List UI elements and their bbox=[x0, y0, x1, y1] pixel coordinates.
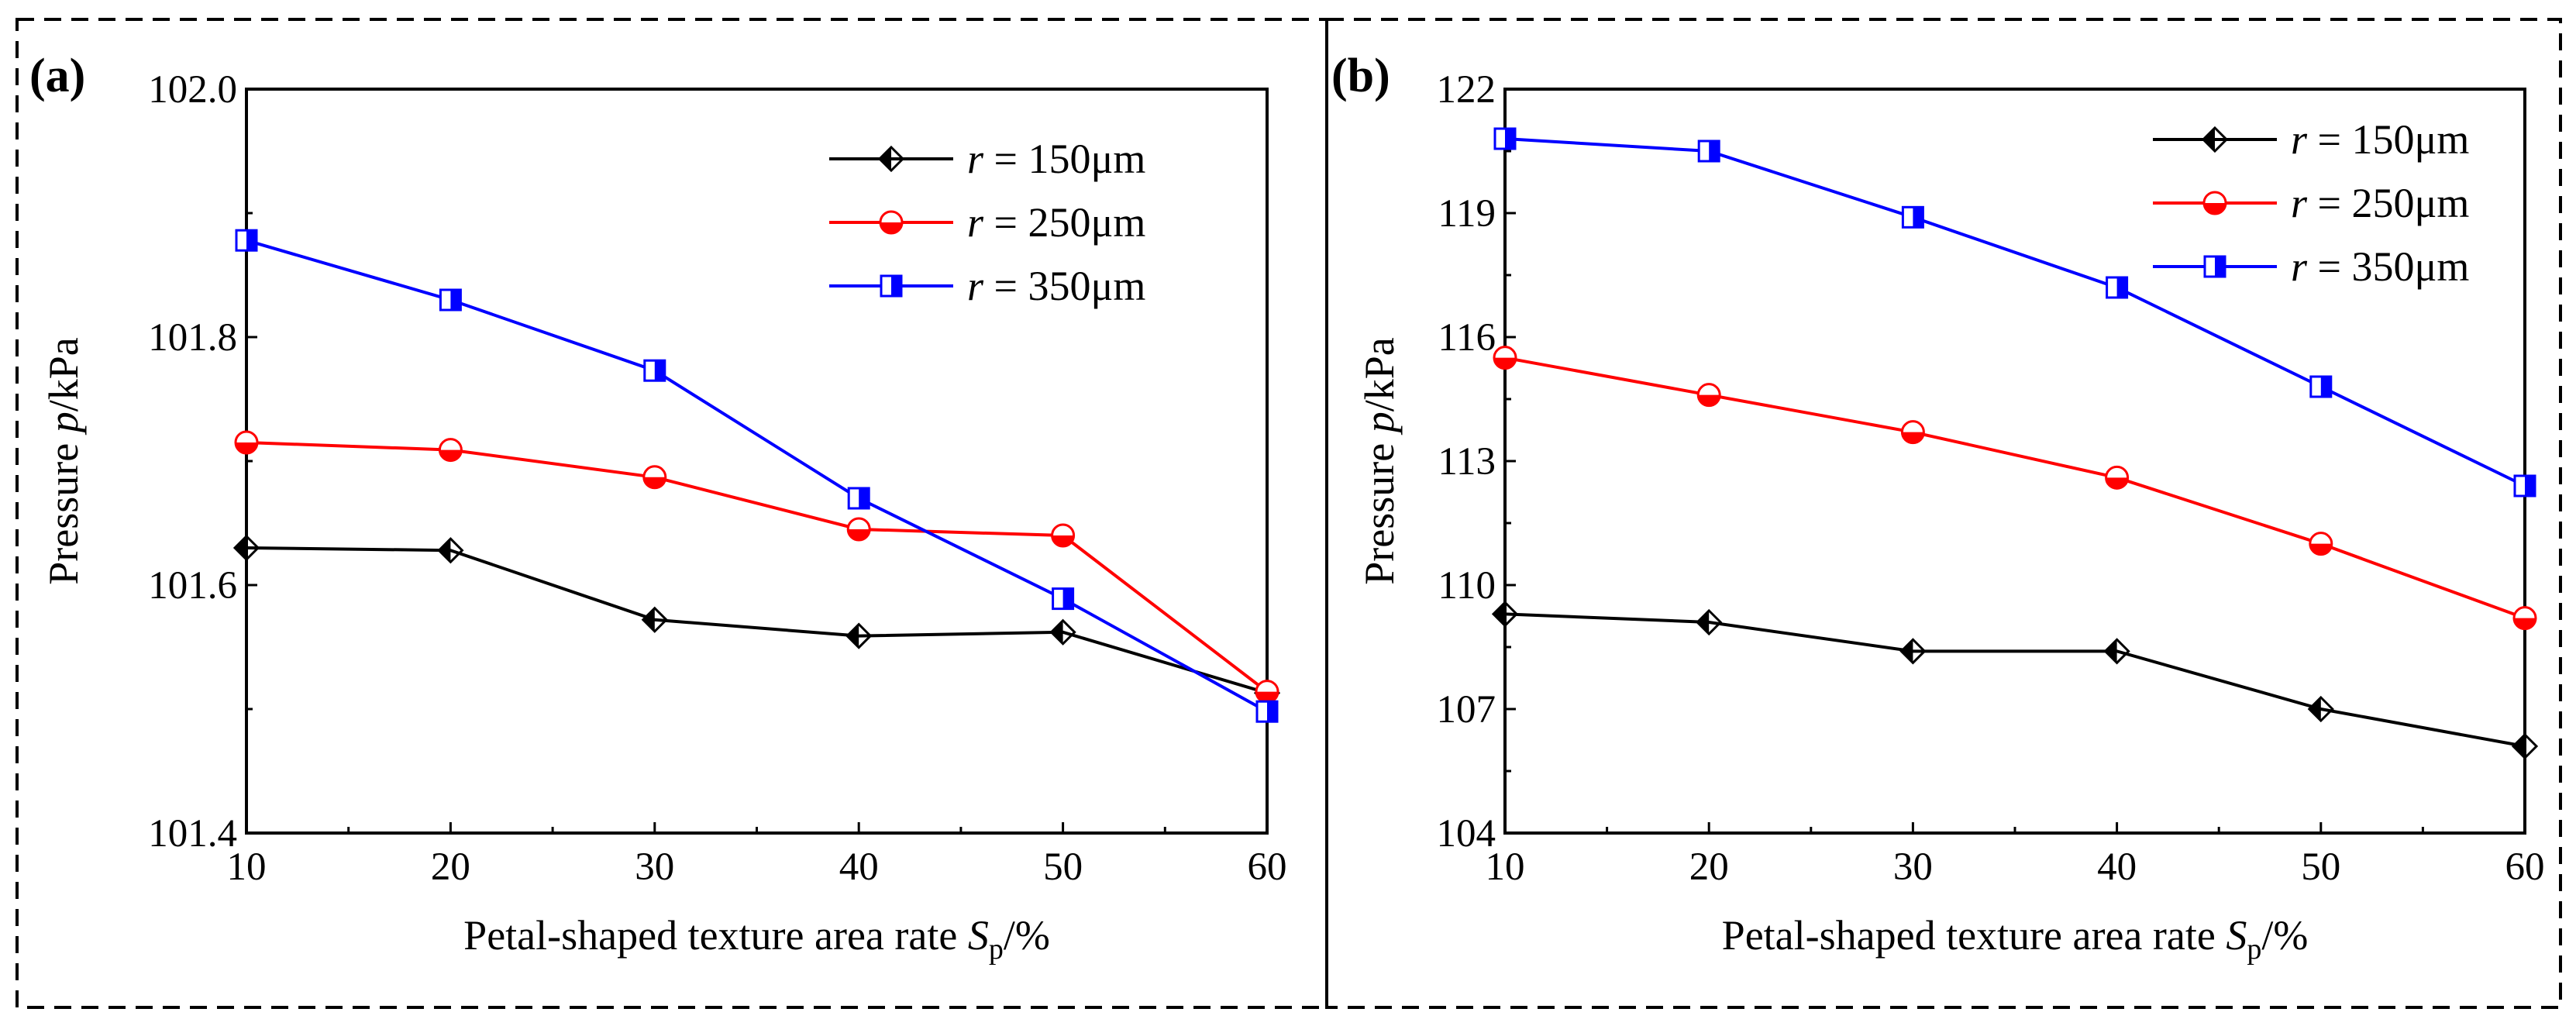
data-point bbox=[1901, 205, 1924, 229]
data-point bbox=[643, 359, 666, 382]
y-tick-label: 116 bbox=[1438, 316, 1496, 360]
legend-label: r = 350μm bbox=[967, 263, 1145, 309]
data-point bbox=[1696, 608, 1723, 636]
y-tick-label: 101.4 bbox=[148, 812, 237, 856]
series-line bbox=[246, 239, 1268, 713]
x-tick-label: 10 bbox=[227, 845, 267, 889]
legend-marker bbox=[2203, 255, 2226, 278]
data-point bbox=[2512, 606, 2537, 631]
legend-entry: r = 250μm bbox=[2153, 180, 2469, 226]
data-point bbox=[1255, 680, 1279, 704]
data-point bbox=[1255, 700, 1279, 723]
data-point bbox=[2105, 465, 2130, 490]
data-point bbox=[845, 622, 873, 649]
chart-panel-a: (a) 10 20 30 40 50 60 101.4 101.6 101.8 102.0 Petal… bbox=[29, 50, 1287, 966]
data-point bbox=[1051, 523, 1076, 548]
data-point bbox=[642, 465, 667, 490]
data-point bbox=[232, 534, 260, 562]
series-line bbox=[1504, 137, 2526, 487]
data-point bbox=[1491, 601, 1519, 628]
data-point bbox=[439, 288, 462, 312]
x-tick-label: 30 bbox=[635, 845, 674, 889]
series-line bbox=[1504, 612, 2526, 748]
data-point bbox=[235, 229, 258, 252]
y-tick-label: 122 bbox=[1437, 68, 1496, 112]
legend-marker bbox=[2202, 191, 2227, 215]
x-tick-label: 30 bbox=[1893, 845, 1933, 889]
legend-marker bbox=[879, 210, 904, 235]
legend-entry: r = 350μm bbox=[2153, 243, 2469, 290]
series-3 bbox=[1493, 127, 2536, 498]
data-point bbox=[1493, 127, 1517, 150]
data-point bbox=[2513, 474, 2536, 498]
x-axis-label: Petal-shaped texture area rate Sp/% bbox=[463, 912, 1050, 966]
x-axis-label: Petal-shaped texture area rate Sp/% bbox=[1722, 912, 2309, 966]
chart-panel-b: (b) 10 20 30 40 50 60 104 107 110 113 116 119 122 Peta… bbox=[1331, 50, 2545, 966]
y-tick-label: 107 bbox=[1437, 688, 1496, 732]
legend-entry: r = 150μm bbox=[829, 136, 1145, 182]
y-tick-label: 119 bbox=[1438, 192, 1496, 236]
x-tick-label: 60 bbox=[1248, 845, 1287, 889]
data-point bbox=[1900, 420, 1925, 445]
y-axis-label: Pressure p/kPa bbox=[40, 337, 87, 585]
data-point bbox=[234, 430, 259, 455]
legend-label: r = 250μm bbox=[2291, 180, 2469, 226]
data-point bbox=[2106, 276, 2129, 299]
data-point bbox=[2309, 375, 2333, 398]
legend-label: r = 350μm bbox=[2291, 243, 2469, 290]
data-point bbox=[1049, 618, 1076, 646]
legend-label: r = 250μm bbox=[967, 199, 1145, 246]
legend-entry: r = 250μm bbox=[829, 199, 1145, 246]
legend-marker bbox=[880, 274, 903, 298]
series-line bbox=[1504, 356, 2526, 620]
x-tick-label: 20 bbox=[431, 845, 470, 889]
x-tick-label: 40 bbox=[839, 845, 879, 889]
data-point bbox=[846, 517, 871, 542]
x-tick-label: 40 bbox=[2097, 845, 2137, 889]
y-tick-label: 102.0 bbox=[148, 68, 237, 112]
series-3 bbox=[235, 229, 1279, 723]
legend-marker bbox=[2201, 126, 2229, 153]
data-point bbox=[438, 438, 463, 463]
legend-entry: r = 350μm bbox=[829, 263, 1145, 309]
series-line bbox=[246, 441, 1269, 694]
x-tick-label: 50 bbox=[2301, 845, 2340, 889]
y-tick-label: 101.6 bbox=[148, 564, 237, 608]
y-tick-label: 110 bbox=[1438, 564, 1496, 608]
y-tick-label: 113 bbox=[1438, 440, 1496, 484]
x-tick-label: 10 bbox=[1486, 845, 1525, 889]
data-point bbox=[2103, 638, 2130, 665]
series-1 bbox=[1491, 601, 2539, 760]
panel-b-frame bbox=[1325, 18, 2562, 1009]
data-point bbox=[1052, 587, 1075, 611]
legend-marker bbox=[877, 145, 905, 173]
data-point bbox=[1696, 383, 1721, 408]
data-point bbox=[1697, 139, 1720, 163]
data-point bbox=[2309, 532, 2333, 556]
series-1 bbox=[232, 534, 1281, 707]
panel-label: (b) bbox=[1331, 50, 1390, 102]
series-2 bbox=[1493, 346, 2537, 631]
data-point bbox=[437, 537, 464, 564]
series-line bbox=[246, 546, 1268, 695]
x-tick-label: 60 bbox=[2505, 845, 2545, 889]
data-point bbox=[847, 487, 870, 510]
data-point bbox=[2511, 732, 2539, 760]
panel-label: (a) bbox=[29, 50, 85, 102]
x-tick-label: 20 bbox=[1689, 845, 1729, 889]
y-tick-label: 101.8 bbox=[148, 316, 237, 360]
legend-label: r = 150μm bbox=[2291, 116, 2469, 163]
y-tick-label: 104 bbox=[1437, 812, 1496, 856]
series-2 bbox=[234, 430, 1279, 704]
data-point bbox=[2307, 695, 2334, 723]
data-point bbox=[1899, 638, 1927, 665]
data-point bbox=[641, 606, 668, 633]
data-point bbox=[1493, 346, 1517, 370]
x-tick-label: 50 bbox=[1043, 845, 1083, 889]
y-axis-label: Pressure p/kPa bbox=[1356, 337, 1403, 585]
legend-label: r = 150μm bbox=[967, 136, 1145, 182]
legend-entry: r = 150μm bbox=[2153, 116, 2469, 163]
